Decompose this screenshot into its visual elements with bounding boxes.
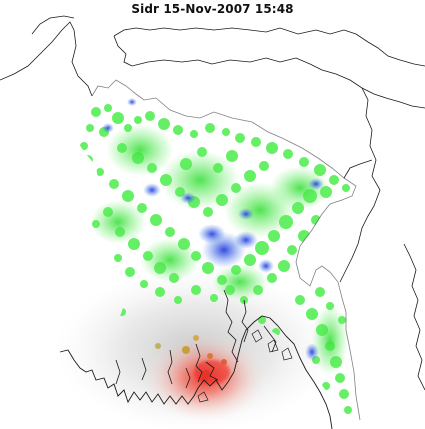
coastline: [59, 315, 333, 429]
neighbor-borders: [0, 15, 425, 391]
coastal-islands: [197, 329, 293, 403]
map-title: Sidr 15-Nov-2007 15:48: [131, 2, 294, 16]
river-channels: [115, 289, 277, 389]
population-density-layer: [80, 98, 352, 414]
high-density-areas: [102, 98, 324, 361]
storm-impact-spots: [155, 335, 227, 378]
green-clusters: [90, 124, 348, 376]
bangladesh-border: [91, 79, 361, 421]
